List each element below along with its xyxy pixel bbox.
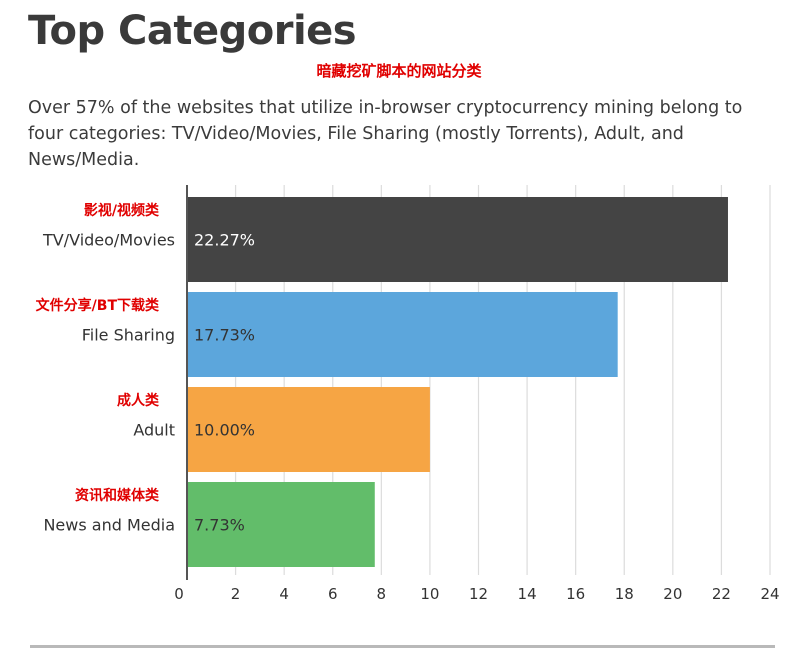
chart-title: Top Categories — [28, 8, 357, 54]
category-label-chinese: 成人类 — [117, 392, 160, 409]
x-tick-label: 16 — [566, 585, 585, 603]
x-tick-label: 22 — [712, 585, 731, 603]
x-tick-label: 4 — [279, 585, 289, 603]
x-tick-label: 10 — [420, 585, 439, 603]
bar-value-label: 10.00% — [194, 421, 255, 440]
x-tick-label: 6 — [328, 585, 338, 603]
x-tick-label: 0 — [174, 585, 184, 603]
category-label: Adult — [133, 421, 175, 440]
category-label-chinese: 文件分享/BT下载类 — [36, 297, 160, 314]
category-label-chinese: 影视/视频类 — [84, 202, 160, 219]
bar-value-label: 7.73% — [194, 516, 245, 535]
bars: 22.27% 17.73% 10.00% 7.73% — [188, 197, 728, 567]
bar-value-label: 22.27% — [194, 231, 255, 250]
category-label: TV/Video/Movies — [42, 231, 175, 250]
bar-value-label: 17.73% — [194, 326, 255, 345]
x-tick-label: 14 — [518, 585, 537, 603]
chart-description: Over 57% of the websites that utilize in… — [28, 98, 743, 170]
x-tick-label: 8 — [377, 585, 387, 603]
chinese-subtitle: 暗藏挖矿脚本的网站分类 — [316, 62, 482, 80]
category-label: News and Media — [43, 516, 175, 535]
bar — [188, 292, 618, 377]
x-tick-label: 18 — [615, 585, 634, 603]
category-labels: TV/Video/Movies 影视/视频类 File Sharing 文件分享/BT… — [36, 202, 175, 535]
category-label-chinese: 资讯和媒体类 — [75, 487, 160, 504]
x-tick-label: 20 — [663, 585, 682, 603]
bar — [188, 197, 728, 282]
x-tick-label: 24 — [760, 585, 779, 603]
bottom-divider — [30, 645, 775, 648]
bar — [188, 482, 375, 567]
category-label: File Sharing — [82, 326, 175, 345]
x-tick-label: 2 — [231, 585, 241, 603]
x-tick-label: 12 — [469, 585, 488, 603]
x-tick-labels: 0 2 4 6 8 10 12 14 16 18 20 22 24 — [174, 585, 779, 603]
bar-chart: 22.27% 17.73% 10.00% 7.73% TV/Video/Movies 影… — [36, 185, 780, 603]
bar — [188, 387, 430, 472]
